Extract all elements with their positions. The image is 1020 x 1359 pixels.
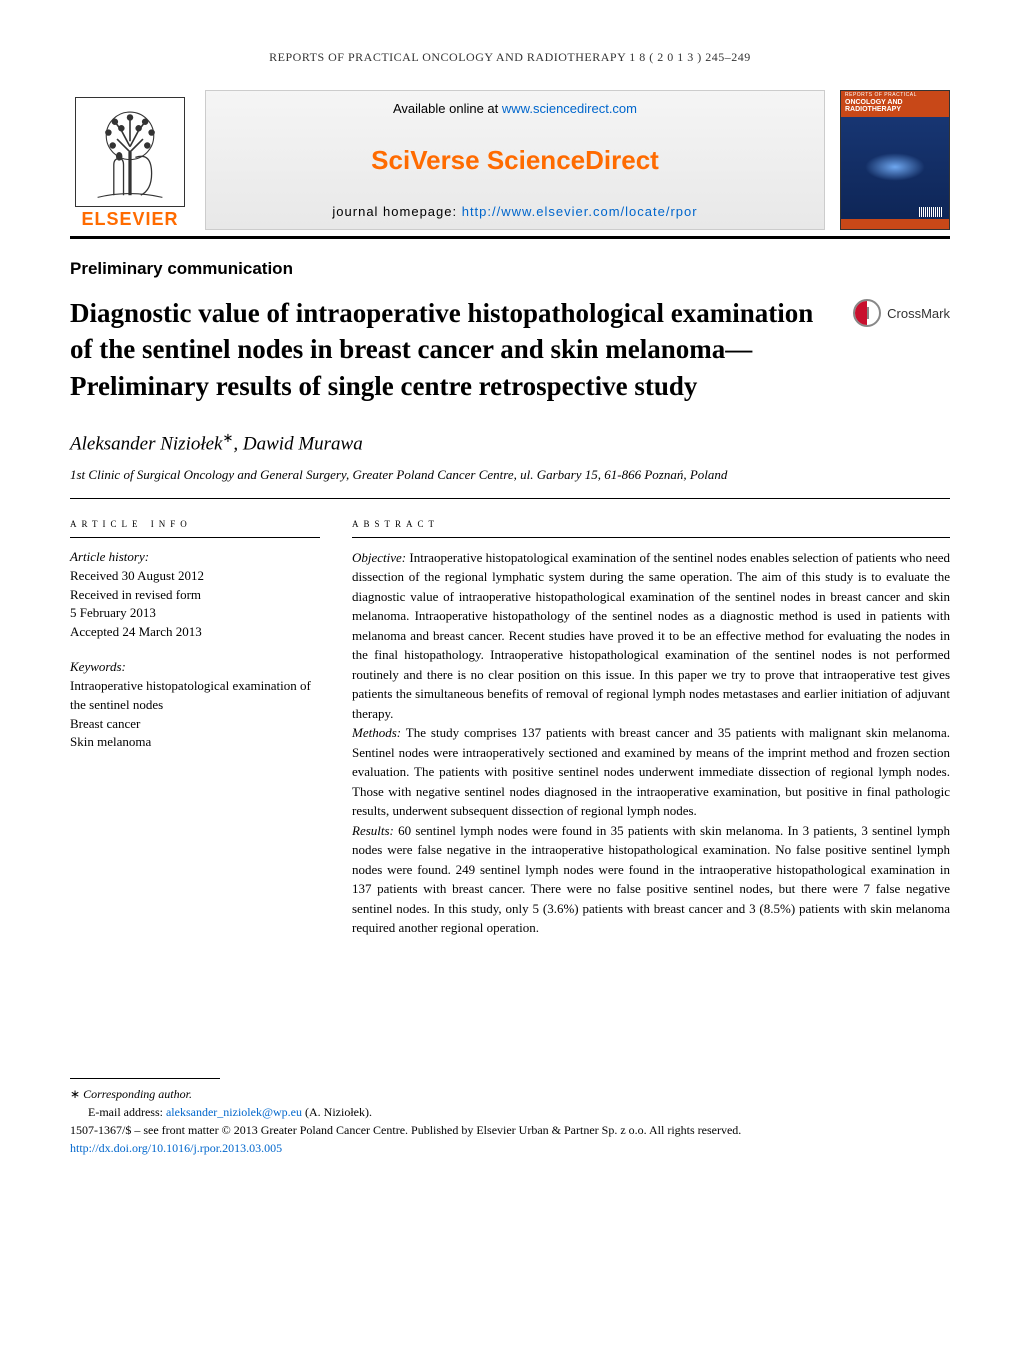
affil-rule	[70, 498, 950, 499]
results-label: Results:	[352, 823, 394, 838]
header-banner: ELSEVIER Available online at www.science…	[70, 90, 950, 230]
corr-symbol: ∗	[223, 430, 234, 445]
cover-art-icon	[865, 153, 925, 181]
article-info-head: article info	[70, 515, 320, 531]
revised-line1: Received in revised form	[70, 586, 320, 605]
results-text: 60 sentinel lymph nodes were found in 35…	[352, 823, 950, 936]
journal-cover-thumbnail: REPORTS OF PRACTICAL ONCOLOGY ANDRADIOTH…	[840, 90, 950, 230]
crossmark-badge[interactable]: CrossMark	[853, 299, 950, 327]
article-title: Diagnostic value of intraoperative histo…	[70, 295, 833, 404]
methods-text: The study comprises 137 patients with br…	[352, 725, 950, 818]
fn-email-label: E-mail address:	[88, 1105, 166, 1119]
footnote-rule	[70, 1078, 220, 1079]
sciverse-logo: SciVerse ScienceDirect	[226, 145, 804, 176]
fn-copyright: 1507-1367/$ – see front matter © 2013 Gr…	[70, 1121, 950, 1139]
abstract-head: abstract	[352, 515, 950, 531]
elsevier-wordmark: ELSEVIER	[81, 209, 178, 230]
crossmark-icon	[853, 299, 881, 327]
abstract-methods: Methods: The study comprises 137 patient…	[352, 723, 950, 821]
fn-email-after: (A. Niziołek).	[302, 1105, 372, 1119]
objective-text: Intraoperative histopatological examinat…	[352, 550, 950, 721]
fn-email-link[interactable]: aleksander_niziolek@wp.eu	[166, 1105, 302, 1119]
revised-line2: 5 February 2013	[70, 604, 320, 623]
homepage-line: journal homepage: http://www.elsevier.co…	[226, 204, 804, 219]
sciencedirect-link[interactable]: www.sciencedirect.com	[502, 101, 637, 116]
methods-label: Methods:	[352, 725, 401, 740]
crossmark-label: CrossMark	[887, 306, 950, 321]
accepted-date: Accepted 24 March 2013	[70, 623, 320, 642]
elsevier-logo: ELSEVIER	[70, 90, 190, 230]
header-rule	[70, 236, 950, 239]
running-head: REPORTS OF PRACTICAL ONCOLOGY AND RADIOT…	[70, 50, 950, 65]
footnotes: ∗ Corresponding author. E-mail address: …	[70, 1085, 950, 1157]
elsevier-tree-icon	[75, 97, 185, 207]
fn-corr-label: Corresponding author.	[83, 1087, 192, 1101]
cover-line3: RADIOTHERAPY	[845, 106, 901, 113]
abstract-objective: Objective: Intraoperative histopatologic…	[352, 548, 950, 724]
author-1: Aleksander Niziołek	[70, 434, 223, 455]
objective-label: Objective:	[352, 550, 406, 565]
available-prefix: Available online at	[393, 101, 502, 116]
affiliation: 1st Clinic of Surgical Oncology and Gene…	[70, 466, 950, 484]
section-label: Preliminary communication	[70, 259, 950, 279]
cover-line2: ONCOLOGY AND	[845, 99, 903, 106]
available-online-line: Available online at www.sciencedirect.co…	[226, 101, 804, 116]
keyword-2: Breast cancer	[70, 715, 320, 734]
history-label: Article history:	[70, 548, 320, 567]
keyword-1: Intraoperative histopatological examinat…	[70, 677, 320, 715]
barcode-icon	[919, 207, 943, 217]
keywords-label: Keywords:	[70, 658, 320, 677]
homepage-link[interactable]: http://www.elsevier.com/locate/rpor	[462, 204, 698, 219]
article-info-column: article info Article history: Received 3…	[70, 515, 320, 938]
abstract-column: abstract Objective: Intraoperative histo…	[352, 515, 950, 938]
fn-doi-link[interactable]: http://dx.doi.org/10.1016/j.rpor.2013.03…	[70, 1141, 282, 1155]
authors-line: Aleksander Niziołek∗, Dawid Murawa	[70, 430, 950, 455]
received-date: Received 30 August 2012	[70, 567, 320, 586]
abstract-results: Results: 60 sentinel lymph nodes were fo…	[352, 821, 950, 938]
homepage-prefix: journal homepage:	[332, 204, 461, 219]
keyword-3: Skin melanoma	[70, 733, 320, 752]
fn-corr-symbol: ∗	[70, 1087, 80, 1101]
header-mid-panel: Available online at www.sciencedirect.co…	[205, 90, 825, 230]
author-rest: , Dawid Murawa	[233, 434, 362, 455]
